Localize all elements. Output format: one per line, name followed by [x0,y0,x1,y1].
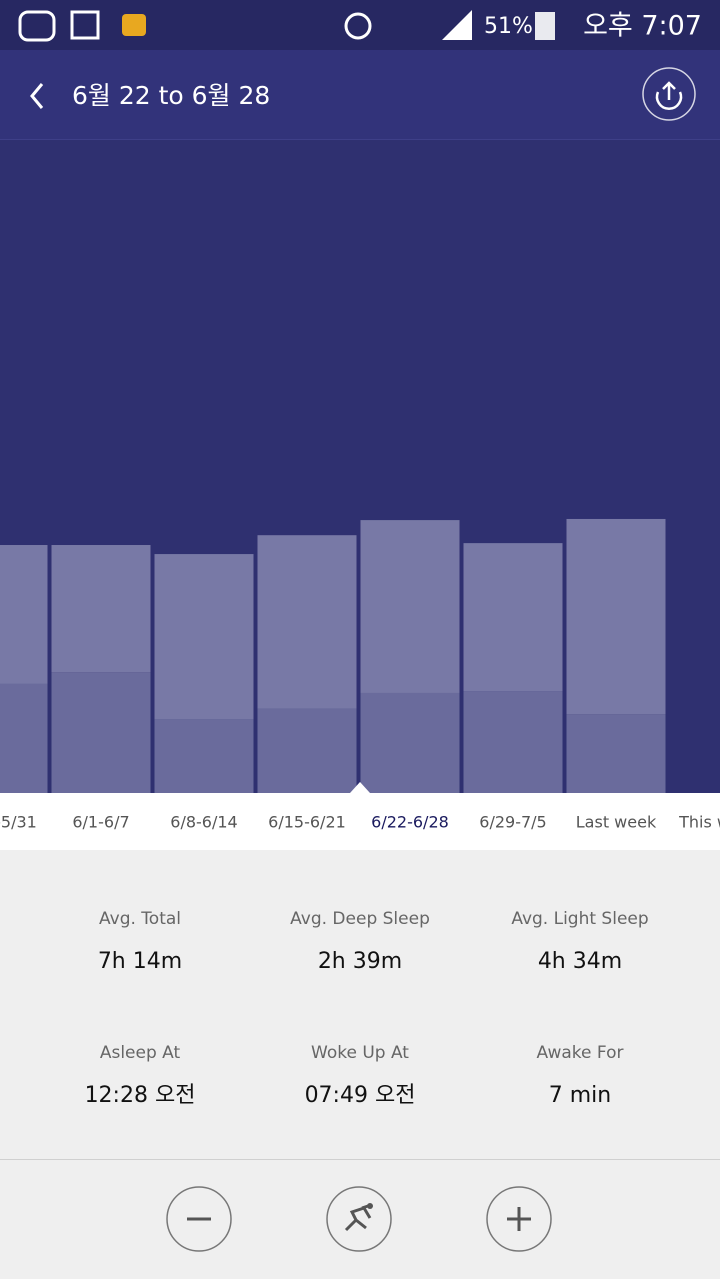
zoom-out-button[interactable] [166,1186,232,1252]
bar-segment [360,692,460,793]
header-title: 6월 22 to 6월 28 [72,81,270,110]
status-bar [0,0,720,50]
x-tick-label[interactable]: Last week [576,813,657,832]
bar-segment [566,518,666,715]
alarm-icon [344,12,372,40]
activity-button[interactable] [326,1186,392,1252]
stat-label: Awake For [537,1043,624,1063]
signal-icon [442,10,472,40]
bar-segment [154,719,254,793]
stats-panel [0,850,720,1159]
x-tick-label[interactable]: 6/15-6/21 [268,813,346,832]
bar-segment [0,545,48,684]
bar-segment [257,708,357,793]
stat-label: Avg. Deep Sleep [290,909,430,929]
bar-segment [51,545,151,673]
stat-value: 12:28 오전 [85,1083,196,1108]
x-tick-label[interactable]: 5/25-5/31 [0,813,37,832]
bar-segment [0,683,48,793]
stat-label: Woke Up At [311,1043,409,1063]
toolbar [0,1160,720,1279]
stat-label: Avg. Total [99,909,181,929]
x-tick-label[interactable]: 6/8-6/14 [170,813,237,832]
stat-value: 2h 39m [318,949,402,974]
stat-value: 4h 34m [538,949,622,974]
battery-text: 51% [484,14,533,39]
stat-value: 7h 14m [98,949,182,974]
gallery-icon [70,10,100,40]
bar-segment [463,691,563,793]
bar-segment [51,672,151,793]
x-axis-band [0,793,720,850]
bar-segment [154,554,254,720]
x-tick-label[interactable]: This week [678,813,720,832]
stat-label: Avg. Light Sleep [511,909,648,929]
x-tick-label[interactable]: 6/29-7/5 [479,813,546,832]
bar-segment [360,520,460,693]
stat-value: 7 min [549,1083,611,1108]
stat-label: Asleep At [100,1043,181,1063]
x-tick-label[interactable]: 6/22-6/28 [371,813,449,832]
battery-icon [535,12,555,40]
bar-segment [257,535,357,709]
back-button[interactable] [30,83,44,109]
x-tick-label[interactable]: 6/1-6/7 [72,813,129,832]
app-icon [18,10,56,42]
bar-segment [463,543,563,692]
share-button[interactable] [642,67,696,121]
stat-value: 07:49 오전 [305,1083,416,1108]
mail-icon [122,14,146,36]
clock: 오후 7:07 [583,11,702,42]
selected-pointer [350,782,370,793]
header [0,50,720,140]
bar-segment [566,714,666,793]
zoom-in-button[interactable] [486,1186,552,1252]
